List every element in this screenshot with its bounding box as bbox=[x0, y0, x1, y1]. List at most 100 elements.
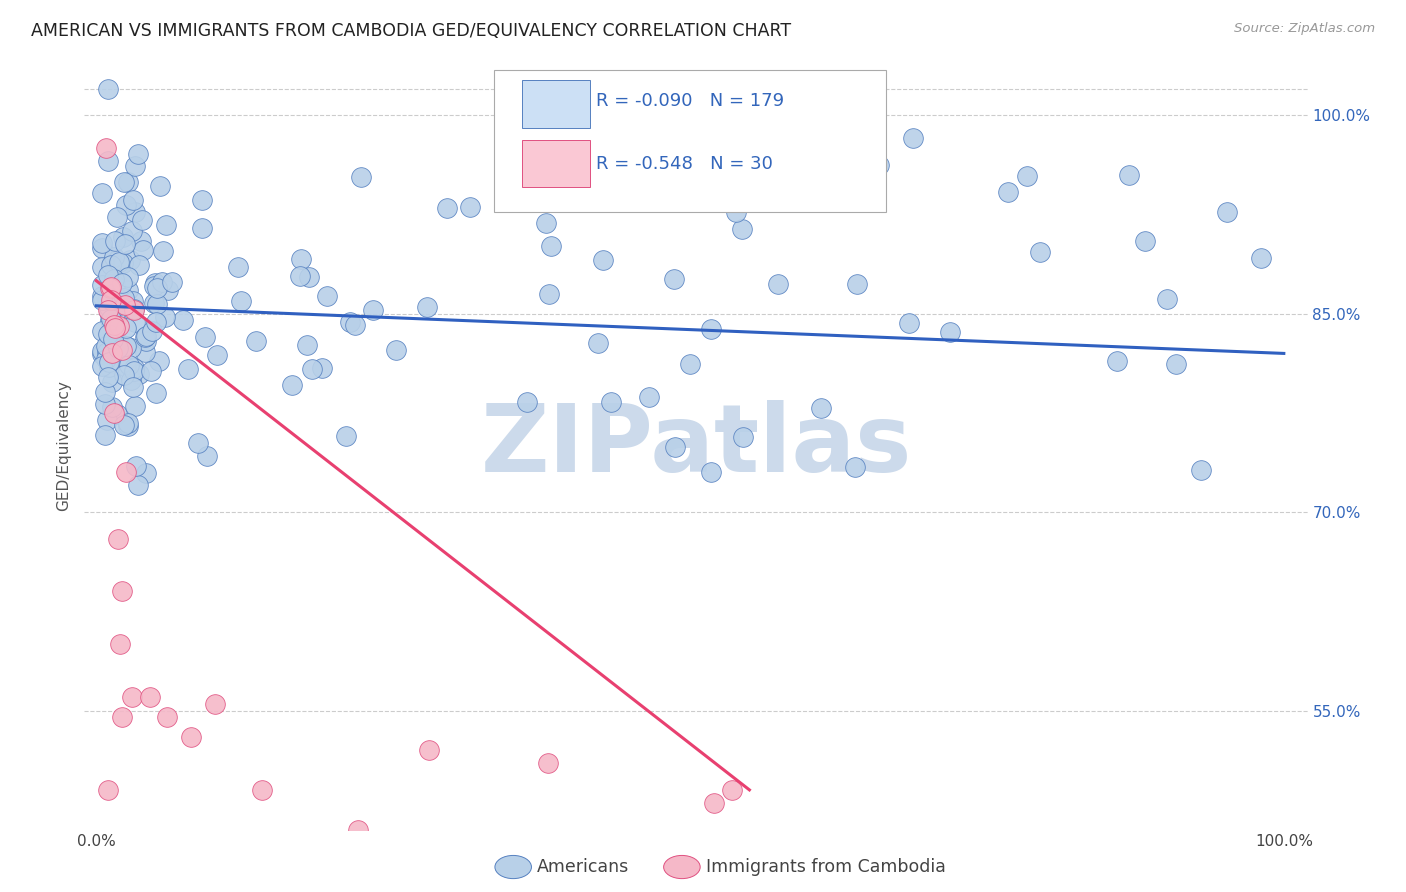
Point bbox=[534, 216, 557, 230]
Point bbox=[97, 326, 120, 341]
Point bbox=[100, 293, 122, 307]
Point bbox=[195, 449, 218, 463]
FancyBboxPatch shape bbox=[494, 70, 886, 212]
Point bbox=[114, 339, 136, 353]
Point bbox=[96, 413, 118, 427]
Point bbox=[207, 348, 229, 362]
Point bbox=[107, 532, 129, 546]
Point bbox=[121, 380, 143, 394]
Point bbox=[104, 234, 127, 248]
Point bbox=[124, 204, 146, 219]
FancyBboxPatch shape bbox=[522, 80, 589, 128]
Point bbox=[153, 310, 176, 325]
Point bbox=[104, 306, 127, 320]
Point bbox=[134, 345, 156, 359]
Point bbox=[385, 343, 408, 357]
Point bbox=[135, 334, 157, 348]
Point bbox=[98, 312, 121, 326]
Point bbox=[91, 324, 114, 338]
Point bbox=[252, 783, 274, 797]
Point bbox=[350, 169, 373, 184]
Point bbox=[103, 278, 125, 293]
Point bbox=[108, 637, 131, 651]
Point bbox=[152, 244, 174, 258]
Point bbox=[703, 796, 725, 810]
Point bbox=[103, 406, 125, 420]
Point bbox=[190, 220, 212, 235]
Point bbox=[98, 354, 121, 368]
Point bbox=[346, 822, 368, 837]
Point bbox=[101, 376, 124, 390]
Point bbox=[131, 213, 153, 227]
Point bbox=[105, 210, 128, 224]
Point bbox=[107, 292, 129, 306]
Point bbox=[108, 335, 131, 350]
Point bbox=[108, 258, 131, 272]
Point bbox=[720, 783, 742, 797]
Point bbox=[311, 361, 333, 376]
Point bbox=[146, 297, 169, 311]
Text: ZIPatlas: ZIPatlas bbox=[481, 400, 911, 492]
Point bbox=[97, 783, 120, 797]
Point bbox=[141, 324, 163, 338]
Point bbox=[105, 337, 128, 351]
Point bbox=[731, 429, 754, 443]
Point bbox=[122, 360, 145, 375]
Point bbox=[148, 353, 170, 368]
Point bbox=[903, 130, 925, 145]
Point bbox=[124, 458, 146, 473]
Point bbox=[94, 384, 117, 399]
Point bbox=[187, 436, 209, 450]
Point bbox=[156, 710, 179, 724]
Point bbox=[731, 222, 754, 236]
Point bbox=[103, 251, 125, 265]
Point bbox=[108, 318, 131, 333]
Point bbox=[122, 193, 145, 207]
Point bbox=[194, 330, 217, 344]
Point bbox=[128, 368, 150, 382]
Point bbox=[724, 205, 747, 219]
Point bbox=[117, 283, 139, 297]
Point bbox=[191, 193, 214, 207]
Text: AMERICAN VS IMMIGRANTS FROM CAMBODIA GED/EQUIVALENCY CORRELATION CHART: AMERICAN VS IMMIGRANTS FROM CAMBODIA GED… bbox=[31, 22, 792, 40]
Point bbox=[127, 146, 149, 161]
Point bbox=[295, 338, 318, 352]
Point bbox=[122, 364, 145, 378]
Point bbox=[226, 260, 249, 275]
Point bbox=[114, 298, 136, 312]
Point bbox=[101, 345, 124, 359]
Point bbox=[436, 202, 458, 216]
Point bbox=[101, 332, 124, 346]
Point bbox=[768, 277, 790, 292]
Point bbox=[112, 175, 135, 189]
Point bbox=[172, 313, 194, 327]
Point bbox=[290, 252, 312, 266]
Point bbox=[120, 252, 142, 267]
Point bbox=[1189, 463, 1212, 477]
Point bbox=[100, 401, 122, 415]
Point bbox=[121, 690, 143, 705]
Point bbox=[138, 690, 160, 705]
Point bbox=[91, 186, 114, 200]
Point bbox=[844, 459, 866, 474]
Point bbox=[132, 244, 155, 258]
Point bbox=[537, 286, 560, 301]
Point bbox=[335, 429, 357, 443]
Point bbox=[96, 344, 118, 359]
Point bbox=[1216, 205, 1239, 219]
Point bbox=[111, 230, 134, 244]
Point bbox=[105, 407, 128, 421]
Point bbox=[150, 275, 173, 289]
Point bbox=[301, 362, 323, 376]
Point bbox=[122, 294, 145, 309]
Point bbox=[143, 276, 166, 290]
Point bbox=[134, 329, 156, 343]
Text: Source: ZipAtlas.com: Source: ZipAtlas.com bbox=[1234, 22, 1375, 36]
Point bbox=[117, 175, 139, 189]
Point bbox=[122, 302, 145, 317]
Point bbox=[117, 270, 139, 285]
Point bbox=[142, 278, 165, 293]
Point bbox=[145, 314, 167, 328]
Point bbox=[146, 281, 169, 295]
Point bbox=[1164, 357, 1187, 371]
